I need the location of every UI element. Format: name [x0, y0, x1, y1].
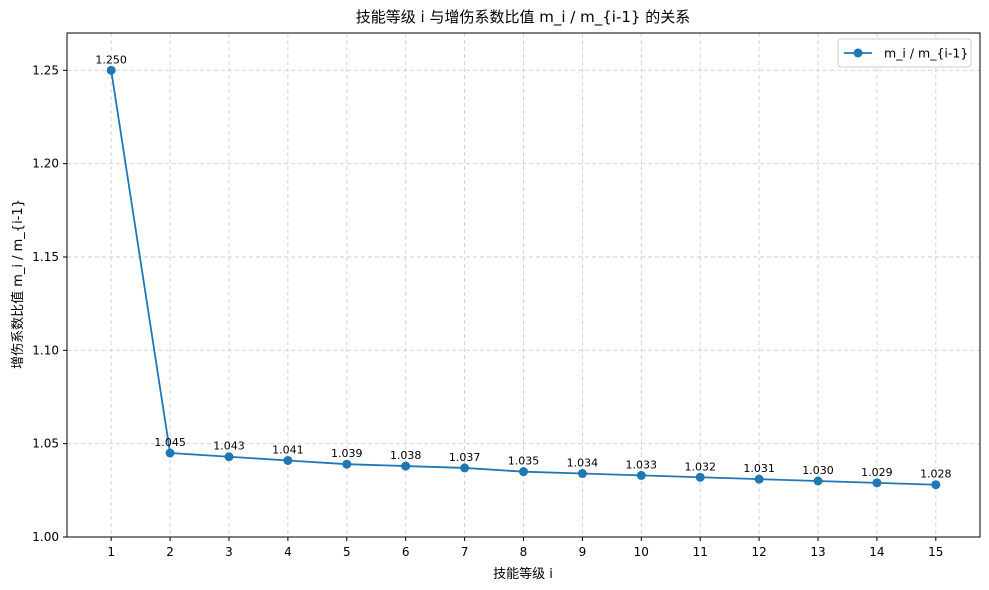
data-label: 1.030	[802, 464, 834, 477]
x-tick-label: 7	[461, 545, 469, 559]
data-point	[813, 476, 823, 486]
y-axis: 1.00 1.05 1.10 1.15 1.20 1.25	[32, 63, 67, 544]
y-tick-label: 1.05	[32, 437, 59, 451]
data-point	[165, 448, 175, 458]
data-label: 1.029	[861, 466, 893, 479]
data-label: 1.041	[272, 443, 304, 456]
x-tick-label: 6	[402, 545, 410, 559]
data-point	[577, 469, 587, 479]
y-tick-label: 1.10	[32, 343, 59, 357]
x-tick-label: 15	[928, 545, 943, 559]
x-tick-label: 14	[869, 545, 884, 559]
data-point	[342, 459, 352, 469]
data-label: 1.039	[331, 447, 363, 460]
data-label: 1.034	[567, 457, 599, 470]
legend: m_i / m_{i-1}	[837, 38, 972, 68]
legend-label: m_i / m_{i-1}	[884, 46, 968, 61]
data-point	[224, 452, 234, 462]
x-axis-label: 技能等级 i	[493, 566, 553, 582]
legend-marker-swatch	[853, 48, 863, 58]
x-tick-label: 4	[284, 545, 292, 559]
x-tick-label: 2	[166, 545, 174, 559]
x-tick-label: 9	[579, 545, 587, 559]
y-axis-label: 增伤系数比值 m_i / m_{i-1}	[10, 199, 26, 369]
x-tick-label: 12	[751, 545, 766, 559]
y-tick-label: 1.00	[32, 530, 59, 544]
legend-box	[837, 38, 972, 68]
y-tick-label: 1.20	[32, 157, 59, 171]
data-label: 1.037	[449, 451, 481, 464]
data-point	[872, 478, 882, 488]
data-point	[519, 467, 528, 477]
x-tick-label: 1	[107, 545, 115, 559]
data-labels: 1.250 1.045 1.043 1.041 1.039 1.038 1.037 1.035…	[95, 53, 951, 480]
data-label: 1.032	[684, 460, 716, 473]
x-tick-label: 13	[810, 545, 825, 559]
data-label: 1.028	[920, 468, 952, 481]
data-label: 1.031	[743, 462, 775, 475]
data-label: 1.250	[95, 53, 127, 66]
data-label: 1.038	[390, 449, 422, 462]
data-point	[695, 472, 705, 482]
data-point	[460, 463, 470, 473]
data-point	[106, 65, 116, 75]
data-label: 1.045	[154, 436, 186, 449]
x-tick-label: 10	[634, 545, 649, 559]
series-group	[106, 65, 941, 490]
y-tick-label: 1.25	[32, 63, 59, 77]
grid	[67, 33, 980, 538]
data-point	[636, 470, 646, 480]
x-tick-label: 5	[343, 545, 351, 559]
data-label: 1.033	[626, 458, 658, 471]
data-point	[931, 480, 941, 490]
x-tick-label: 11	[693, 545, 708, 559]
data-point	[401, 461, 411, 471]
data-label: 1.035	[508, 455, 540, 468]
x-axis: 1 2 3 4 5 6 7 8 9 10 11 12 13 14 15	[107, 537, 943, 559]
y-tick-label: 1.15	[32, 250, 59, 264]
x-tick-label: 8	[520, 545, 528, 559]
chart-title: 技能等级 i 与增伤系数比值 m_i / m_{i-1} 的关系	[356, 8, 690, 27]
data-point	[754, 474, 764, 484]
data-label: 1.043	[213, 440, 245, 453]
data-point	[283, 455, 293, 465]
x-tick-label: 3	[225, 545, 233, 559]
